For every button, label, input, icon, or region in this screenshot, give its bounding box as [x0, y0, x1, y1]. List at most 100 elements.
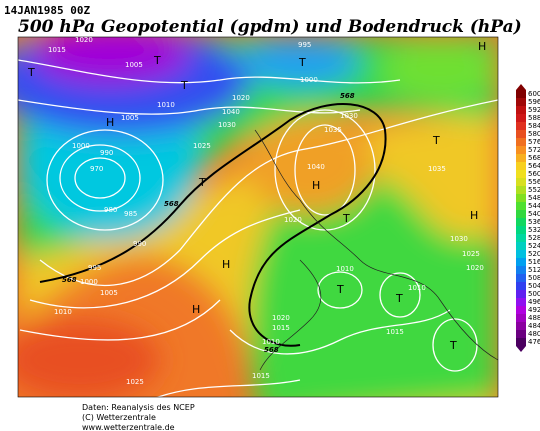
pressure-center: T — [180, 79, 188, 92]
isobar-label: 980 — [104, 206, 117, 214]
isobar-label: 1010 — [54, 308, 72, 316]
legend-swatch — [516, 106, 526, 114]
pressure-center: H — [106, 116, 114, 129]
legend-label: 508 — [528, 274, 540, 282]
legend-label: 580 — [528, 130, 540, 138]
pressure-center: T — [449, 339, 457, 352]
date: 14JAN1985 00Z — [4, 4, 90, 17]
map-frame — [17, 36, 499, 398]
isobar-label: 1020 — [284, 216, 302, 224]
legend-arrow-top — [516, 84, 526, 90]
footer-copyright: (C) Wetterzentrale — [82, 413, 156, 422]
legend-arrow-bottom — [516, 346, 526, 352]
legend-label: 536 — [528, 218, 540, 226]
isobar-label: 1020 — [75, 36, 93, 44]
isobar-label: 1010 — [157, 101, 175, 109]
legend-swatch — [516, 130, 526, 138]
geopotential-label: 568 — [264, 346, 279, 354]
isobar-label: 995 — [298, 41, 311, 49]
isobar-label: 1020 — [466, 264, 484, 272]
isobar-label: 1040 — [222, 108, 240, 116]
legend-swatch — [516, 338, 526, 346]
legend-swatch — [516, 218, 526, 226]
legend-swatch — [516, 162, 526, 170]
legend-label: 512 — [528, 266, 540, 274]
legend-swatch — [516, 114, 526, 122]
isobar-label: 1015 — [272, 324, 290, 332]
isobar-label: 1005 — [100, 289, 118, 297]
legend-swatch — [516, 274, 526, 282]
isobar-label: 990 — [100, 149, 113, 157]
legend-label: 568 — [528, 154, 540, 162]
legend-swatch — [516, 186, 526, 194]
legend-label: 540 — [528, 210, 540, 218]
legend-label: 588 — [528, 114, 540, 122]
legend-swatch — [516, 266, 526, 274]
legend-swatch — [516, 170, 526, 178]
legend-swatch — [516, 290, 526, 298]
isobar-label: 1000 — [300, 76, 318, 84]
legend-swatch — [516, 330, 526, 338]
legend-label: 476 — [528, 338, 540, 346]
legend-label: 516 — [528, 258, 540, 266]
isobar-label: 1030 — [450, 235, 468, 243]
legend-label: 556 — [528, 178, 540, 186]
legend-label: 584 — [528, 122, 540, 130]
legend-swatch — [516, 314, 526, 322]
geopotential-label: 568 — [164, 200, 179, 208]
legend-label: 484 — [528, 322, 540, 330]
legend-label: 528 — [528, 234, 540, 242]
legend-label: 504 — [528, 282, 540, 290]
legend-swatch — [516, 90, 526, 98]
isobar-label: 1000 — [80, 278, 98, 286]
isobar-label: 1030 — [218, 121, 236, 129]
pressure-center: H — [470, 209, 478, 222]
pressure-center: T — [336, 283, 344, 296]
legend-swatch — [516, 242, 526, 250]
legend-swatch — [516, 146, 526, 154]
legend-swatch — [516, 298, 526, 306]
isobar-label: 1005 — [125, 61, 143, 69]
isobar-label: 1015 — [386, 328, 404, 336]
legend-swatch — [516, 178, 526, 186]
isobar-label: 1035 — [428, 165, 446, 173]
legend-swatch — [516, 98, 526, 106]
legend-swatch — [516, 322, 526, 330]
geopotential-label: 568 — [62, 276, 77, 284]
isobar-label: 1030 — [340, 112, 358, 120]
pressure-center: T — [395, 292, 403, 305]
legend-label: 500 — [528, 290, 540, 298]
isobar-label: 1010 — [336, 265, 354, 273]
legend-label: 492 — [528, 306, 540, 314]
legend-label: 480 — [528, 330, 540, 338]
legend-swatch — [516, 154, 526, 162]
isobar-label: 1010 — [262, 338, 280, 346]
legend-swatch — [516, 210, 526, 218]
isobar-label: 1035 — [324, 126, 342, 134]
legend-swatch — [516, 258, 526, 266]
isobar-label: 1020 — [272, 314, 290, 322]
isobar-label: 1020 — [232, 94, 250, 102]
isobar-label: 1025 — [193, 142, 211, 150]
pressure-center: H — [222, 258, 230, 271]
isobar-label: 1005 — [121, 114, 139, 122]
legend-swatch — [516, 226, 526, 234]
legend-label: 576 — [528, 138, 540, 146]
map — [18, 37, 498, 397]
isobar-label: 1025 — [126, 378, 144, 386]
footer-source: Daten: Reanalysis des NCEP — [82, 403, 195, 412]
legend-label: 532 — [528, 226, 540, 234]
legend-label: 596 — [528, 98, 540, 106]
isobar-label: 1010 — [408, 284, 426, 292]
legend-label: 544 — [528, 202, 540, 210]
legend-swatch — [516, 234, 526, 242]
isobar-label: 990 — [133, 240, 146, 248]
legend-swatch — [516, 202, 526, 210]
legend-swatch — [516, 250, 526, 258]
footer-url: www.wetterzentrale.de — [82, 423, 175, 431]
title: 500 hPa Geopotential (gpdm) und Bodendru… — [18, 17, 522, 37]
legend-label: 552 — [528, 186, 540, 194]
isobar-label: 1040 — [307, 163, 325, 171]
isobar-label: 1015 — [252, 372, 270, 380]
